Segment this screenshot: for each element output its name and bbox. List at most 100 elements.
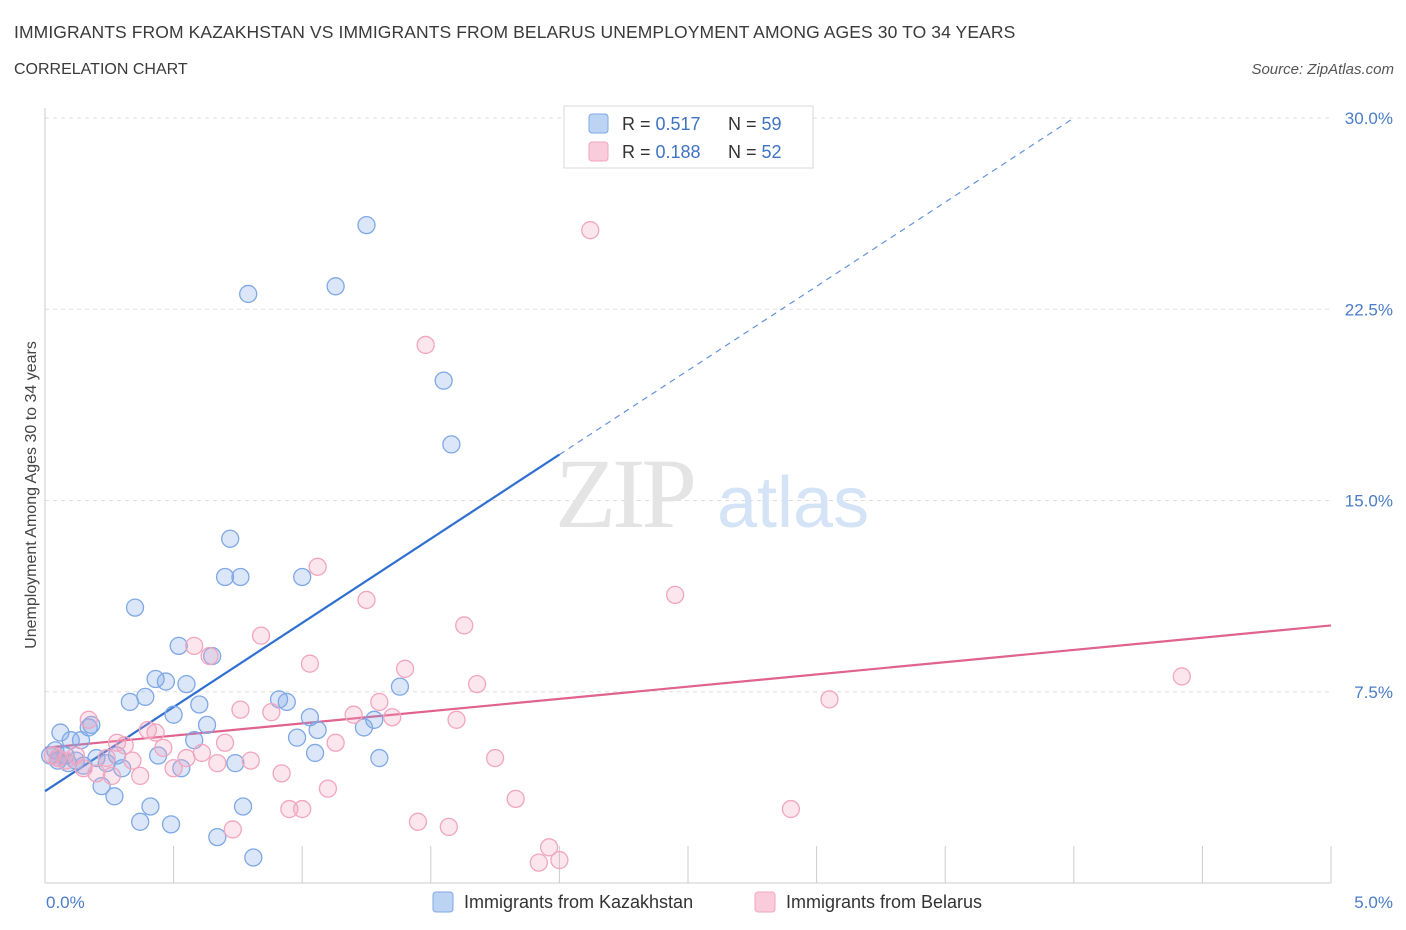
point-belarus (164, 759, 183, 778)
point-belarus (185, 636, 204, 655)
point-kazakhstan (231, 567, 250, 587)
trend-lines (44, 117, 1332, 793)
point-kazakhstan (233, 797, 253, 816)
point-kazakhstan (177, 674, 196, 694)
point-kazakhstan (293, 567, 312, 587)
point-kazakhstan (105, 787, 124, 806)
point-kazakhstan (365, 710, 384, 729)
point-belarus (820, 690, 839, 709)
chart-subtitle: CORRELATION CHART (14, 61, 188, 78)
point-belarus (439, 817, 458, 837)
point-kazakhstan (125, 598, 145, 617)
point-kazakhstan (164, 705, 183, 724)
point-belarus (56, 751, 75, 770)
point-belarus (539, 838, 559, 857)
point-belarus (293, 799, 312, 819)
legend-r-label-1: R = (622, 114, 656, 134)
point-kazakhstan (390, 677, 410, 696)
point-kazakhstan (82, 715, 101, 735)
point-kazakhstan (370, 748, 389, 768)
point-belarus (581, 221, 600, 240)
legend-n-value-1: 59 (762, 114, 782, 134)
point-belarus (529, 853, 548, 872)
point-belarus (485, 748, 505, 768)
watermark-zip: ZIP (555, 438, 693, 549)
point-belarus (326, 733, 345, 752)
point-belarus (370, 692, 389, 712)
point-belarus (395, 659, 415, 678)
point-belarus (177, 748, 196, 768)
legend-label-series-1: Immigrants from Kazakhstan (464, 892, 693, 912)
point-kazakhstan (215, 567, 235, 587)
point-kazakhstan (113, 759, 132, 778)
legend-swatch-belarus (588, 141, 609, 162)
point-belarus (665, 585, 685, 604)
svg-text:R = 0.188: R = 0.188 (622, 142, 701, 162)
point-belarus (102, 766, 122, 786)
axes (44, 108, 1332, 884)
point-kazakhstan (190, 695, 209, 714)
legend-swatch-series-2 (754, 891, 776, 913)
series-legend: Immigrants from Kazakhstan Immigrants fr… (432, 891, 982, 913)
y-tick-label: 7.5% (1354, 683, 1393, 702)
point-belarus (357, 590, 376, 610)
y-axis-label: Unemployment Among Ages 30 to 34 years (23, 341, 40, 649)
point-kazakhstan (51, 723, 70, 742)
point-belarus (383, 708, 402, 727)
y-tick-label: 22.5% (1345, 300, 1393, 319)
point-kazakhstan (120, 692, 140, 712)
point-belarus (272, 764, 291, 783)
point-belarus (123, 751, 142, 770)
point-belarus (87, 764, 106, 783)
legend-n-label-1: N = (728, 114, 762, 134)
x-tick-label: 0.0% (46, 893, 85, 912)
point-belarus (300, 654, 320, 673)
point-kazakhstan (221, 529, 240, 548)
point-belarus (408, 812, 428, 831)
point-kazakhstan (287, 728, 307, 747)
point-kazakhstan (161, 815, 181, 834)
point-belarus (344, 705, 363, 724)
y-tick-label: 30.0% (1345, 109, 1393, 128)
point-belarus (251, 626, 271, 645)
point-belarus (215, 733, 235, 752)
point-kazakhstan (226, 754, 245, 773)
point-belarus (97, 748, 116, 768)
point-kazakhstan (71, 731, 91, 750)
point-kazakhstan (308, 720, 327, 740)
x-tick-label: 5.0% (1354, 893, 1393, 912)
legend-swatch-kazakhstan (588, 113, 609, 134)
svg-text:N = 52: N = 52 (728, 142, 782, 162)
point-kazakhstan (354, 718, 374, 737)
point-belarus (131, 766, 150, 786)
grid-lines (45, 117, 1331, 693)
point-belarus (467, 674, 487, 694)
point-belarus (223, 820, 242, 839)
legend-n-value-2: 52 (762, 142, 782, 162)
point-belarus (455, 616, 474, 635)
point-belarus (447, 710, 466, 729)
point-kazakhstan (169, 636, 188, 655)
y-tick-label: 15.0% (1345, 492, 1393, 511)
point-kazakhstan (239, 284, 258, 304)
point-kazakhstan (208, 827, 227, 847)
source-label: Source: ZipAtlas.com (1251, 61, 1394, 78)
point-kazakhstan (442, 435, 461, 454)
point-belarus (416, 335, 435, 355)
chart-title: IMMIGRANTS FROM KAZAKHSTAN VS IMMIGRANTS… (14, 22, 1016, 42)
point-belarus (308, 557, 327, 576)
point-belarus (200, 646, 219, 666)
point-belarus (781, 799, 801, 819)
legend-r-value-2: 0.188 (656, 142, 701, 162)
point-belarus (318, 779, 338, 798)
point-belarus (241, 751, 260, 770)
point-belarus (262, 703, 281, 722)
point-kazakhstan (277, 692, 296, 712)
point-kazakhstan (244, 848, 263, 867)
point-kazakhstan (357, 215, 376, 235)
legend-swatch-series-1 (432, 891, 454, 913)
svg-text:R = 0.517: R = 0.517 (622, 114, 701, 134)
point-belarus (1172, 667, 1191, 686)
point-belarus (79, 710, 98, 729)
